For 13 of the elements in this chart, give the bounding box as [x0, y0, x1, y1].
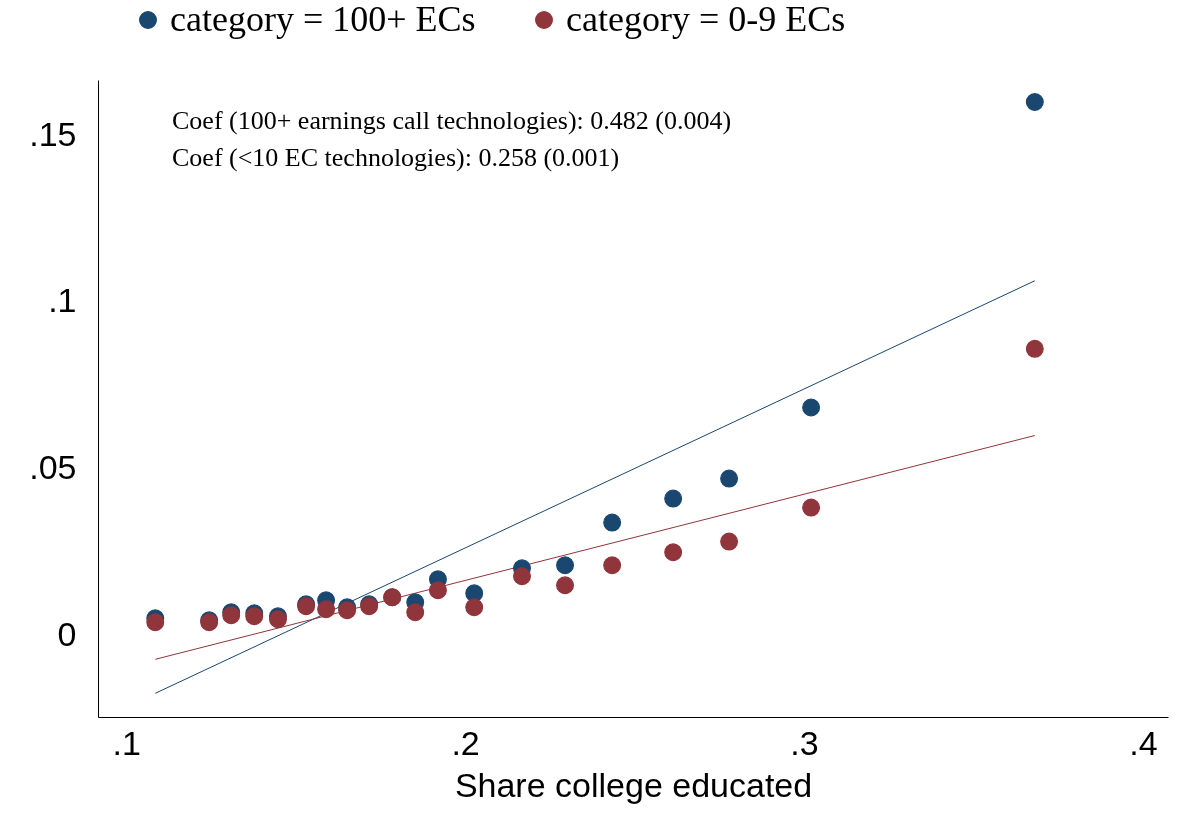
- y-tick-label: .05: [29, 448, 77, 487]
- x-tick-label: .3: [790, 723, 819, 762]
- annotation: Coef (100+ earnings call technologies): 0.482 (0.004): [172, 106, 732, 135]
- x-tick-label: .1: [112, 723, 141, 762]
- x-tick-label: .4: [1129, 723, 1158, 762]
- legend-label: category = 0-9 ECs: [566, 0, 846, 39]
- annotation: Coef (<10 EC technologies): 0.258 (0.001): [172, 143, 620, 172]
- x-axis-title: Share college educated: [454, 765, 813, 804]
- y-tick-label: .15: [29, 114, 77, 153]
- y-tick-label: .1: [48, 281, 77, 320]
- x-tick-label: .2: [451, 723, 480, 762]
- legend-label: category = 100+ ECs: [170, 0, 476, 39]
- y-tick-label: 0: [57, 614, 77, 653]
